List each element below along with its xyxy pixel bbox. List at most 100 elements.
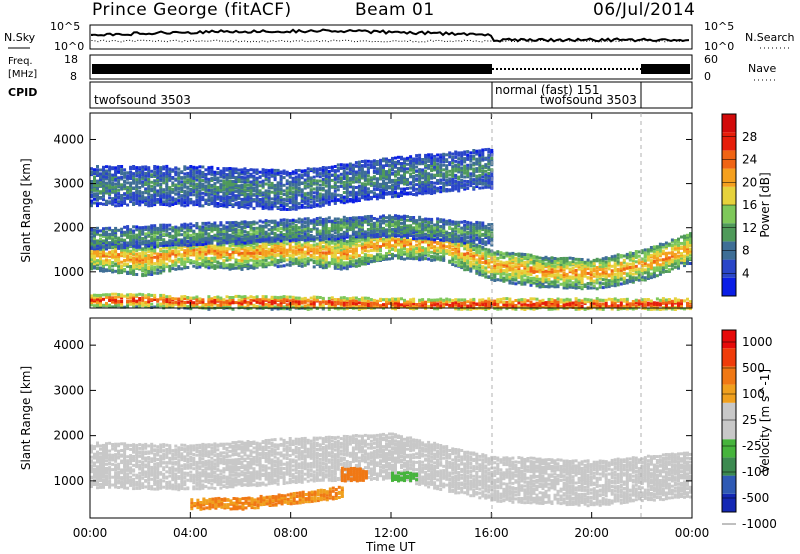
power-cell	[619, 301, 623, 305]
power-cell	[382, 214, 385, 218]
power-cell	[547, 282, 551, 286]
power-cell	[90, 186, 93, 190]
power-cell	[445, 231, 449, 235]
power-cell	[535, 257, 539, 261]
power-cell	[348, 302, 352, 306]
power-cell	[559, 300, 563, 304]
power-cell	[686, 262, 689, 266]
power-cell	[225, 303, 229, 306]
power-cell	[183, 265, 187, 268]
power-cell	[147, 239, 151, 243]
power-cell	[454, 235, 458, 238]
power-cell	[117, 299, 121, 303]
power-cell	[279, 307, 283, 311]
power-cell	[339, 302, 343, 306]
power-cell	[339, 256, 343, 260]
power-cell	[484, 259, 488, 263]
power-cell	[664, 244, 668, 247]
power-cell	[252, 220, 256, 224]
power-cell	[589, 282, 593, 286]
power-cell	[315, 248, 319, 252]
power-cell	[201, 254, 205, 258]
power-cell	[505, 251, 509, 255]
power-cell	[267, 234, 271, 238]
power-cell	[318, 254, 322, 258]
power-cell	[616, 253, 620, 257]
power-cell	[258, 298, 262, 302]
power-cell	[216, 234, 220, 238]
power-cell	[315, 230, 319, 234]
power-cell	[586, 258, 590, 262]
power-cell	[120, 234, 124, 238]
power-cell	[90, 187, 93, 191]
power-cell	[466, 255, 470, 258]
power-cell	[448, 222, 452, 226]
power-cell	[255, 256, 259, 260]
power-cell	[120, 230, 124, 234]
power-cell	[135, 233, 139, 237]
power-cell	[631, 266, 635, 270]
power-cell	[354, 301, 358, 305]
nsky-panel: N.Sky 10^5 10^0 10^5 10^0 N.Search	[4, 20, 795, 53]
power-cell	[90, 253, 93, 257]
power-cell	[379, 245, 382, 249]
power-cell	[339, 265, 343, 269]
power-cell	[526, 303, 530, 307]
power-cell	[141, 237, 145, 240]
power-cell	[240, 256, 244, 260]
power-cell	[375, 249, 379, 253]
power-cell	[309, 221, 313, 225]
power-cell	[385, 219, 388, 223]
power-cell	[550, 303, 554, 307]
power-cell	[240, 247, 244, 251]
power-cell	[99, 175, 102, 179]
power-cell	[469, 237, 473, 241]
power-cell	[448, 249, 452, 253]
power-cell	[159, 230, 163, 234]
power-cell	[279, 243, 283, 246]
power-cell	[318, 232, 322, 236]
power-cell	[649, 266, 653, 270]
power-cell	[421, 218, 425, 222]
power-cell	[90, 193, 93, 197]
power-cell	[201, 237, 205, 240]
power-cell	[363, 218, 367, 222]
power-cell	[619, 298, 623, 302]
power-cell	[273, 263, 277, 267]
power-cell	[369, 235, 373, 239]
power-cell	[285, 303, 289, 307]
power-cell	[430, 237, 434, 241]
power-cell	[294, 251, 298, 255]
power-cell	[168, 267, 172, 271]
power-cell	[643, 261, 647, 265]
power-cell	[670, 299, 674, 303]
power-cell	[261, 305, 265, 309]
power-cell	[670, 251, 674, 255]
power-cell	[607, 257, 611, 261]
power-cell	[529, 269, 533, 273]
power-cell	[300, 243, 304, 247]
power-cell	[484, 234, 488, 238]
power-cell	[279, 299, 283, 303]
power-cell	[649, 261, 653, 264]
power-cell	[517, 267, 521, 270]
power-cell	[616, 260, 620, 264]
power-cell	[354, 296, 358, 300]
power-cell	[309, 307, 313, 311]
power-cell	[207, 295, 211, 299]
power-cell	[150, 239, 154, 243]
power-cell	[493, 272, 497, 276]
power-cell	[541, 285, 545, 289]
power-cell	[351, 227, 355, 231]
power-cell	[689, 256, 692, 260]
power-cell	[213, 251, 217, 255]
power-cell	[469, 239, 473, 243]
power-cell	[532, 262, 536, 266]
power-cell	[481, 238, 485, 242]
power-cell	[412, 253, 416, 257]
power-cell	[255, 258, 259, 262]
power-cell	[195, 256, 199, 260]
power-cell	[351, 216, 355, 220]
power-cell	[598, 307, 602, 311]
power-cell	[144, 263, 148, 267]
